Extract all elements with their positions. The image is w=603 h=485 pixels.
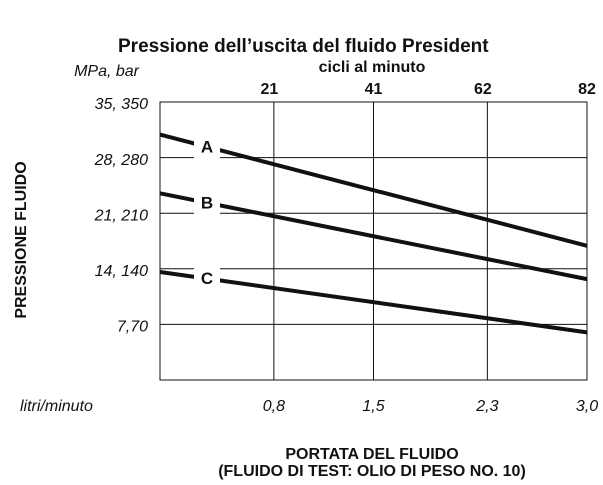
x-tick-label: 2,3 [475, 398, 498, 415]
x2-tick-label: 41 [365, 81, 383, 98]
series-label: B [201, 193, 213, 212]
series-line [159, 132, 588, 248]
chart-title: Pressione dell’uscita del fluido Preside… [118, 36, 489, 57]
y-tick-label: 21, 210 [94, 207, 148, 224]
x-tick-label: 3,0 [576, 398, 598, 415]
y-label: PRESSIONE FLUIDO [13, 161, 30, 318]
series-label: C [201, 269, 213, 288]
y-tick-label: 7,70 [117, 319, 148, 336]
x-tick-label: 1,5 [362, 398, 384, 415]
series-line [159, 191, 588, 282]
y-tick-label: 14, 140 [95, 263, 148, 280]
x-sublabel: (FLUIDO DI TEST: OLIO DI PESO NO. 10) [218, 463, 526, 480]
x2-tick-label: 62 [474, 81, 492, 98]
x2-tick-label: 82 [578, 81, 596, 98]
x-unit: litri/minuto [20, 398, 93, 415]
y-unit: MPa, bar [74, 63, 140, 80]
series-line [159, 269, 588, 335]
label-gap [194, 134, 220, 159]
y-tick-label: 35, 350 [95, 96, 148, 113]
series-label: A [201, 137, 213, 156]
x2-tick-label: 21 [260, 81, 278, 98]
label-gap [194, 190, 220, 215]
y-tick-label: 28, 280 [94, 152, 148, 169]
x-label: PORTATA DEL FLUIDO [285, 446, 458, 463]
x2-label: cicli al minuto [319, 59, 426, 76]
x-tick-label: 0,8 [263, 398, 285, 415]
label-gap [194, 266, 220, 291]
